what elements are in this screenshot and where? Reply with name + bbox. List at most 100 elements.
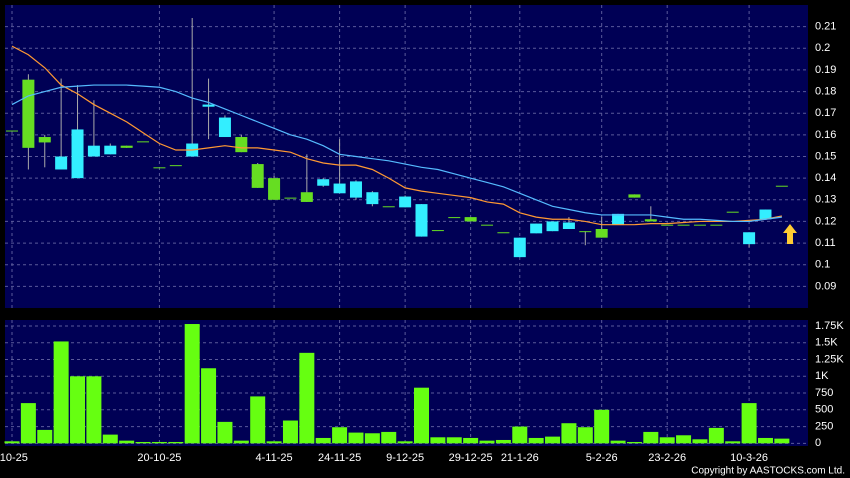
- candle-body: [202, 104, 215, 107]
- candle-body: [530, 223, 543, 234]
- x-tick-label: 21-1-26: [501, 452, 539, 464]
- volume-bar: [381, 431, 397, 444]
- x-tick-label: 23-2-26: [648, 452, 686, 464]
- volume-bar: [266, 441, 282, 444]
- volume-bar: [332, 427, 348, 444]
- volume-bar: [315, 437, 331, 444]
- volume-bar: [708, 427, 724, 444]
- volume-bar: [102, 434, 118, 444]
- candle-body: [644, 219, 657, 222]
- candle-body: [87, 145, 100, 157]
- volume-bar: [20, 403, 36, 444]
- candle-body: [349, 181, 362, 198]
- x-tick-label: 9-12-25: [386, 452, 424, 464]
- candle-body: [677, 224, 690, 226]
- volume-bar: [299, 352, 315, 444]
- candle-body: [366, 192, 379, 205]
- candle-body: [775, 185, 788, 187]
- x-tick-label: 10-3-26: [730, 452, 768, 464]
- candle-body: [612, 213, 625, 225]
- volume-bar: [233, 440, 249, 444]
- candle-body: [55, 156, 68, 170]
- volume-bar: [86, 376, 102, 444]
- volume-bar: [577, 427, 593, 444]
- plot-layer: 0.09 0.1 0.11 0.12 0.13 0.14 0.15 0.16 0.17 0.18 0…: [0, 5, 844, 464]
- volume-bar: [528, 437, 544, 444]
- candle-body: [464, 217, 477, 222]
- candle-body: [120, 145, 133, 148]
- volume-bar: [348, 432, 364, 444]
- candle-body: [169, 165, 182, 167]
- candle-body: [579, 231, 592, 233]
- candle-body: [726, 211, 739, 213]
- volume-bar: [725, 441, 741, 444]
- volume-bar: [4, 441, 20, 444]
- volume-bar: [512, 426, 528, 444]
- y-tick-label: 1.5K: [815, 337, 838, 349]
- y-tick-label: 0.18: [815, 85, 836, 97]
- volume-bar: [414, 387, 429, 444]
- candle-body: [513, 237, 526, 258]
- candle-body: [137, 141, 150, 143]
- x-tick-label: 24-11-25: [318, 452, 361, 464]
- y-tick-label: 0.2: [815, 42, 830, 54]
- y-tick-label: 0.09: [815, 280, 836, 292]
- candle-body: [235, 137, 248, 153]
- x-tick-label: 5-2-26: [586, 452, 618, 464]
- volume-bar: [757, 437, 773, 444]
- candle-body: [284, 197, 297, 199]
- y-tick-label: 1K: [815, 370, 829, 382]
- volume-bar: [201, 368, 217, 444]
- candle-body: [382, 206, 395, 208]
- candle-body: [268, 178, 281, 200]
- y-tick-label: 0.16: [815, 129, 836, 141]
- volume-bar: [692, 439, 708, 444]
- volume-bar: [610, 440, 626, 444]
- candle-body: [22, 79, 35, 148]
- candle-body: [743, 232, 756, 245]
- y-tick-label: 1.25K: [815, 353, 844, 365]
- candle-body: [693, 224, 706, 226]
- candle-body: [661, 224, 674, 226]
- candle-body: [448, 217, 461, 219]
- moving-average-line: [11, 84, 782, 223]
- volume-bar: [430, 437, 446, 444]
- y-tick-label: 0.21: [815, 21, 836, 33]
- y-tick-label: 0.11: [815, 237, 836, 249]
- volume-bar: [37, 429, 53, 444]
- volume-bar: [561, 423, 577, 444]
- volume-bar: [151, 441, 167, 444]
- volume-bar: [364, 433, 380, 444]
- candle-body: [431, 230, 444, 232]
- x-tick-label: 20-10-25: [137, 452, 181, 464]
- y-tick-label: 0.12: [815, 215, 836, 227]
- y-tick-label: 500: [815, 404, 833, 416]
- y-tick-label: 0.14: [815, 172, 836, 184]
- volume-bar: [774, 438, 790, 444]
- candle-body: [546, 221, 559, 232]
- candle-body: [710, 224, 723, 226]
- volume-bar: [463, 437, 479, 444]
- volume-bar: [479, 440, 495, 444]
- y-tick-label: 1.75K: [815, 320, 844, 332]
- y-tick-label: 750: [815, 387, 833, 399]
- volume-bar: [184, 324, 200, 444]
- candle-body: [399, 196, 412, 208]
- volume-bar: [53, 341, 69, 444]
- candle-body: [333, 183, 346, 194]
- volume-bar: [397, 441, 413, 444]
- y-tick-label: 0: [815, 437, 821, 449]
- y-tick-label: 0.13: [815, 194, 836, 206]
- candle-body: [251, 164, 264, 188]
- x-tick-label: 29-12-25: [449, 452, 493, 464]
- candle-body: [71, 129, 84, 179]
- candle-body: [218, 117, 231, 138]
- x-tick-label: -10-25: [0, 452, 28, 464]
- candle-body: [497, 232, 510, 234]
- y-tick-label: 0.17: [815, 107, 836, 119]
- candle-body: [481, 224, 494, 226]
- candle-body: [562, 222, 575, 230]
- y-tick-label: 0.19: [815, 64, 836, 76]
- candle-body: [6, 130, 18, 132]
